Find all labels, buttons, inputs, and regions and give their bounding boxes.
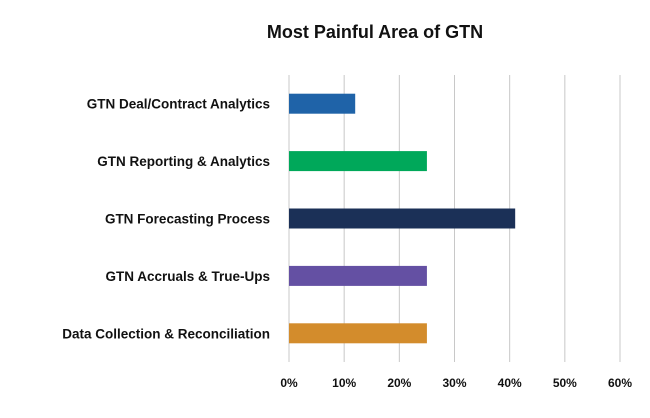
bar xyxy=(289,265,427,286)
x-tick-label: 30% xyxy=(442,376,466,390)
category-label: Data Collection & Reconciliation xyxy=(62,326,270,341)
x-tick-label: 10% xyxy=(332,376,356,390)
x-tick-label: 40% xyxy=(498,376,522,390)
x-tick-label: 0% xyxy=(280,376,298,390)
category-label: GTN Reporting & Analytics xyxy=(97,154,270,169)
bar xyxy=(289,208,516,229)
category-label: GTN Deal/Contract Analytics xyxy=(87,97,270,112)
x-tick-label: 50% xyxy=(553,376,577,390)
bars xyxy=(289,93,516,344)
chart-title: Most Painful Area of GTN xyxy=(267,22,483,42)
x-tick-label: 20% xyxy=(387,376,411,390)
bar xyxy=(289,151,427,172)
x-axis-tick-labels: 0% 10% 20% 30% 40% 50% 60% xyxy=(280,376,632,390)
category-label: GTN Accruals & True-Ups xyxy=(105,269,270,284)
x-tick-label: 60% xyxy=(608,376,632,390)
category-label: GTN Forecasting Process xyxy=(105,212,270,227)
bar xyxy=(289,93,356,114)
category-labels: GTN Deal/Contract Analytics GTN Reporting… xyxy=(62,97,270,342)
bar xyxy=(289,323,427,344)
